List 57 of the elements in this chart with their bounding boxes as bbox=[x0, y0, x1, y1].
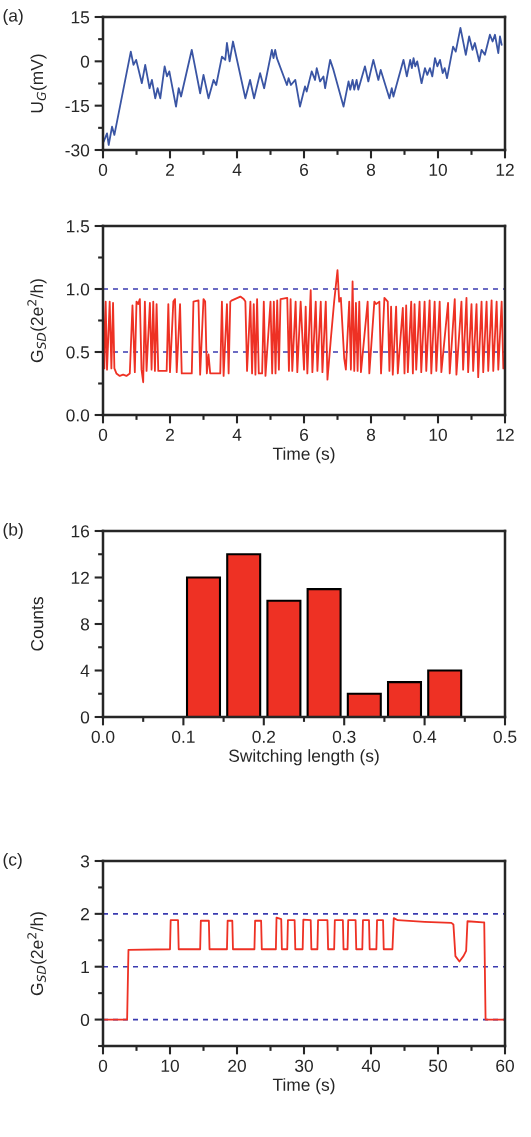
x-tick-label: 0.3 bbox=[332, 730, 356, 743]
x-tick-label: 60 bbox=[496, 1059, 514, 1072]
y-tick-label: -30 bbox=[65, 144, 90, 157]
x-tick-label: 10 bbox=[429, 428, 447, 441]
x-tick-label: 0.2 bbox=[252, 730, 275, 743]
x-tick-label: 6 bbox=[300, 163, 309, 176]
x-tick-label: 4 bbox=[232, 163, 242, 176]
y-tick-label: 2 bbox=[81, 908, 89, 921]
text: (c) bbox=[3, 852, 22, 870]
x-tick-label: 40 bbox=[361, 1059, 380, 1072]
x-tick-label: 10 bbox=[429, 163, 447, 176]
x-tick-label: 8 bbox=[366, 163, 376, 176]
y-axis-title: G$_{SD}$(2e$^{2}$/h) bbox=[27, 912, 47, 996]
y-tick-label: 0.0 bbox=[66, 409, 90, 422]
y-tick-label: 15 bbox=[71, 11, 90, 24]
x-tick-label: 30 bbox=[295, 1059, 313, 1072]
x-tick-label: 0.1 bbox=[172, 730, 195, 743]
x-tick-label: 20 bbox=[228, 1059, 246, 1072]
x-tick-label: 0 bbox=[98, 163, 108, 176]
x-axis-title: Time (s) bbox=[272, 1078, 335, 1095]
x-axis-title: Time (s) bbox=[272, 447, 335, 464]
x-tick-label: 0 bbox=[98, 428, 108, 441]
y-tick-label: 4 bbox=[80, 664, 90, 677]
text: (b) bbox=[3, 522, 23, 540]
x-tick-label: 0.4 bbox=[413, 730, 437, 743]
y-tick-label: 3 bbox=[80, 855, 90, 868]
y-tick-label: 0.5 bbox=[66, 346, 90, 359]
x-tick-label: 6 bbox=[300, 428, 309, 441]
y-tick-label: 0 bbox=[80, 1013, 90, 1027]
line-series bbox=[103, 269, 505, 384]
x-tick-label: 8 bbox=[366, 428, 376, 441]
x-tick-label: 4 bbox=[232, 428, 242, 441]
x-tick-label: 0.5 bbox=[493, 730, 517, 743]
text: (a) bbox=[3, 8, 23, 26]
x-tick-label: 0 bbox=[98, 1059, 108, 1072]
x-tick-label: 0.0 bbox=[91, 730, 115, 743]
x-tick-label: 2 bbox=[166, 163, 174, 176]
y-tick-label: 16 bbox=[71, 525, 90, 538]
x-tick-label: 12 bbox=[496, 428, 514, 441]
y-tick-label: 0 bbox=[80, 55, 90, 68]
y-tick-label: 12 bbox=[71, 571, 89, 584]
y-axis-title: U$_{G}$(mV) bbox=[30, 54, 47, 113]
x-tick-label: 2 bbox=[166, 428, 174, 441]
y-axis-title: Counts bbox=[30, 597, 44, 651]
y-tick-label: -15 bbox=[65, 100, 90, 113]
y-tick-label: 1.0 bbox=[67, 283, 90, 296]
y-axis-title: G$_{SD}$(2e$^{2}$/h) bbox=[27, 279, 47, 363]
y-tick-label: 0 bbox=[80, 711, 90, 724]
x-tick-label: 10 bbox=[161, 1059, 179, 1072]
line-series bbox=[103, 916, 505, 1021]
line-series bbox=[103, 27, 503, 146]
y-tick-label: 1 bbox=[81, 961, 89, 974]
x-axis-title: Switching length (s) bbox=[229, 749, 379, 766]
y-tick-label: 1.5 bbox=[67, 220, 90, 233]
x-tick-label: 12 bbox=[496, 163, 514, 176]
x-tick-label: 50 bbox=[429, 1059, 447, 1072]
y-tick-label: 8 bbox=[80, 618, 90, 631]
